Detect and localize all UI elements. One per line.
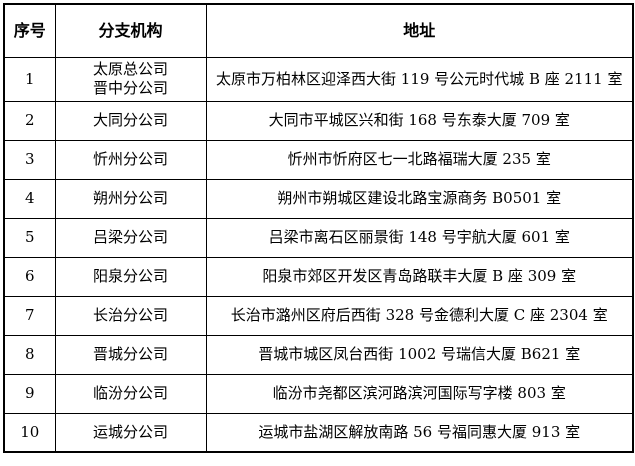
- table-row: 4 朔州分公司 朔州市朔城区建设北路宝源商务 B0501 室: [3, 178, 634, 219]
- cell-serial-number: 7: [3, 295, 56, 336]
- branch-line: 晋中分公司: [92, 79, 168, 97]
- branch-line: 太原总公司: [92, 60, 168, 78]
- header-branch: 分支机构: [54, 3, 207, 58]
- cell-address: 大同市平城区兴和街 168 号东泰大厦 709 室: [205, 100, 634, 141]
- table-row: 10 运城分公司 运城市盐湖区解放南路 56 号福同惠大厦 913 室: [3, 412, 634, 453]
- cell-address: 朔州市朔城区建设北路宝源商务 B0501 室: [205, 178, 634, 219]
- cell-branch: 吕梁分公司: [54, 217, 207, 258]
- cell-branch: 临汾分公司: [54, 373, 207, 414]
- cell-address: 晋城市城区凤台西街 1002 号瑞信大厦 B621 室: [205, 334, 634, 375]
- cell-serial-number: 4: [3, 178, 56, 219]
- cell-branch: 晋城分公司: [54, 334, 207, 375]
- cell-serial-number: 1: [3, 56, 56, 102]
- cell-serial-number: 8: [3, 334, 56, 375]
- cell-branch: 朔州分公司: [54, 178, 207, 219]
- cell-address: 长治市潞州区府后西街 328 号金德利大厦 C 座 2304 室: [205, 295, 634, 336]
- cell-serial-number: 10: [3, 412, 56, 453]
- cell-address: 吕梁市离石区丽景街 148 号宇航大厦 601 室: [205, 217, 634, 258]
- cell-serial-number: 2: [3, 100, 56, 141]
- cell-serial-number: 5: [3, 217, 56, 258]
- cell-address: 太原市万柏林区迎泽西大街 119 号公元时代城 B 座 2111 室: [205, 56, 634, 102]
- table-header-row: 序号 分支机构 地址: [3, 3, 634, 58]
- table-row: 9 临汾分公司 临汾市尧都区滨河路滨河国际写字楼 803 室: [3, 373, 634, 414]
- table-row: 2 大同分公司 大同市平城区兴和街 168 号东泰大厦 709 室: [3, 100, 634, 141]
- cell-address: 阳泉市郊区开发区青岛路联丰大厦 B 座 309 室: [205, 256, 634, 297]
- cell-branch: 阳泉分公司: [54, 256, 207, 297]
- table-row: 3 忻州分公司 忻州市忻府区七一北路福瑞大厦 235 室: [3, 139, 634, 180]
- cell-branch: 太原总公司 晋中分公司: [54, 56, 207, 102]
- cell-branch: 忻州分公司: [54, 139, 207, 180]
- cell-address: 运城市盐湖区解放南路 56 号福同惠大厦 913 室: [205, 412, 634, 453]
- cell-serial-number: 9: [3, 373, 56, 414]
- cell-address: 临汾市尧都区滨河路滨河国际写字楼 803 室: [205, 373, 634, 414]
- cell-serial-number: 3: [3, 139, 56, 180]
- header-serial-number: 序号: [3, 3, 56, 58]
- table-row: 1 太原总公司 晋中分公司 太原市万柏林区迎泽西大街 119 号公元时代城 B …: [3, 56, 634, 102]
- header-address: 地址: [205, 3, 634, 58]
- table-row: 6 阳泉分公司 阳泉市郊区开发区青岛路联丰大厦 B 座 309 室: [3, 256, 634, 297]
- cell-branch: 运城分公司: [54, 412, 207, 453]
- table-row: 5 吕梁分公司 吕梁市离石区丽景街 148 号宇航大厦 601 室: [3, 217, 634, 258]
- cell-branch: 大同分公司: [54, 100, 207, 141]
- table-row: 7 长治分公司 长治市潞州区府后西街 328 号金德利大厦 C 座 2304 室: [3, 295, 634, 336]
- cell-serial-number: 6: [3, 256, 56, 297]
- table-row: 8 晋城分公司 晋城市城区凤台西街 1002 号瑞信大厦 B621 室: [3, 334, 634, 375]
- cell-branch: 长治分公司: [54, 295, 207, 336]
- cell-address: 忻州市忻府区七一北路福瑞大厦 235 室: [205, 139, 634, 180]
- branch-address-table: 序号 分支机构 地址 1 太原总公司 晋中分公司 太原市万柏林区迎泽西大街 11…: [3, 3, 634, 453]
